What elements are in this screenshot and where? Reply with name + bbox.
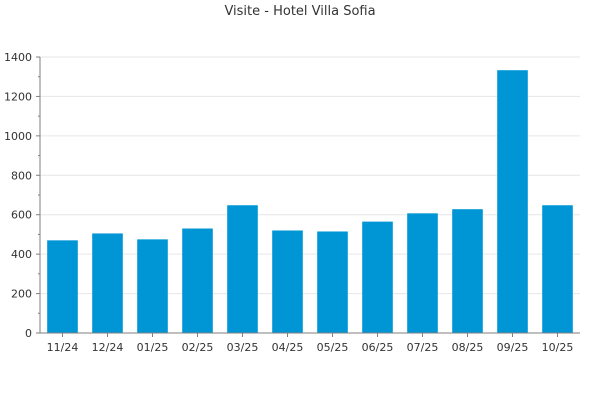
y-tick-label: 1200 [4,90,32,103]
bar-04-25 [272,230,303,333]
tick-labels: 0 200 400 600 800 1000 1200 1400 11/24 12/24 01/25… [4,51,573,354]
y-tick-label: 800 [11,169,32,182]
bars [47,70,573,334]
x-tick-label: 01/25 [137,341,169,354]
x-tick-label: 06/25 [362,341,394,354]
y-tick-label: 600 [11,209,32,222]
x-tick-label: 04/25 [272,341,304,354]
x-tick-label: 05/25 [317,341,349,354]
y-tick-label: 200 [11,288,32,301]
x-tick-label: 11/24 [47,341,79,354]
x-tick-label: 03/25 [227,341,259,354]
bar-09-25 [497,70,528,334]
chart-title: Visite - Hotel Villa Sofia [224,4,376,19]
axes [36,56,580,337]
y-tick-label: 1000 [4,130,32,143]
bar-10-25 [542,205,573,333]
gridlines [40,56,580,295]
bar-03-25 [227,205,258,333]
bar-06-25 [362,221,393,333]
bar-02-25 [182,228,213,333]
bar-07-25 [407,213,438,333]
x-tick-label: 08/25 [452,341,484,354]
x-tick-label: 09/25 [497,341,529,354]
bar-05-25 [317,231,348,333]
x-tick-label: 07/25 [407,341,439,354]
y-tick-label: 1400 [4,51,32,64]
y-tick-label: 400 [11,248,32,261]
bar-08-25 [452,209,483,333]
y-tick-label: 0 [25,327,32,340]
x-tick-label: 12/24 [92,341,124,354]
bar-12-24 [92,233,123,333]
x-tick-label: 10/25 [542,341,574,354]
x-tick-label: 02/25 [182,341,214,354]
bar-11-24 [47,240,78,333]
bar-01-25 [137,239,168,333]
